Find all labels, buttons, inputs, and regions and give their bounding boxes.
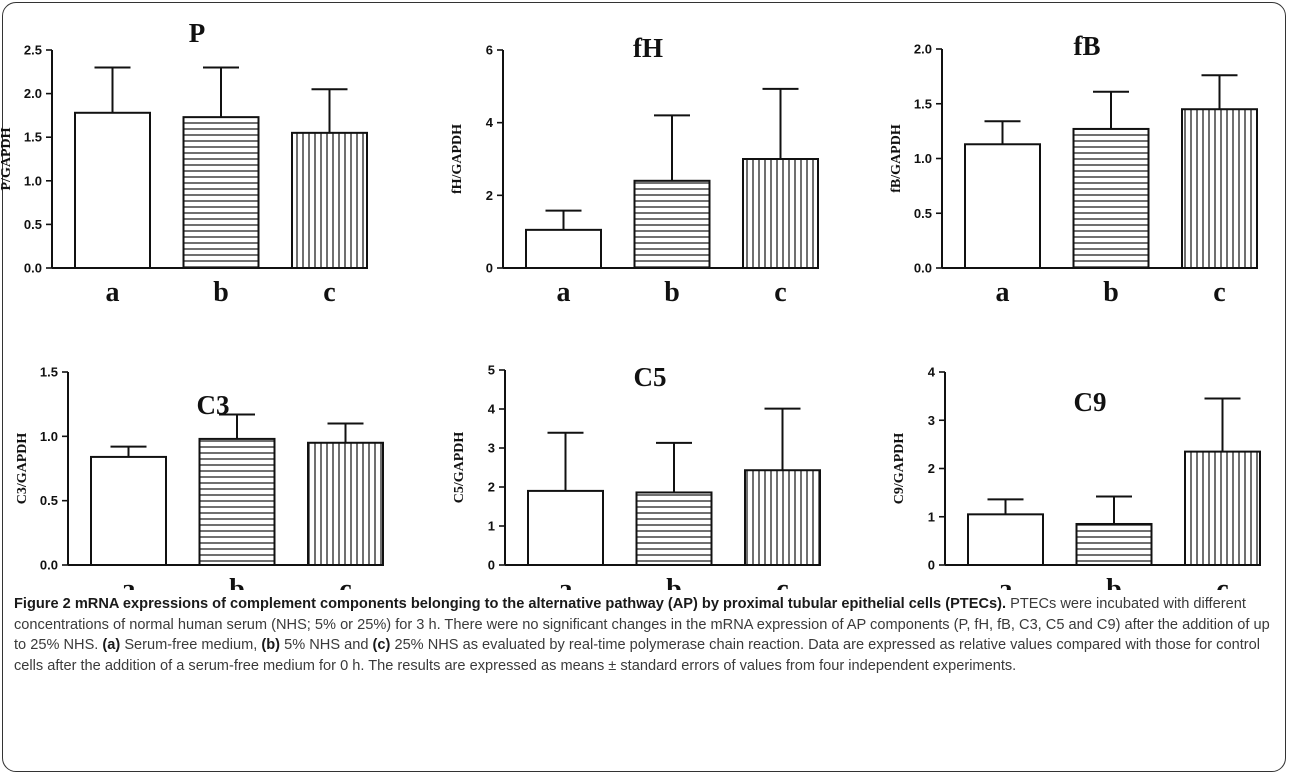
x-tick-label: a [559,574,573,590]
bar-c [744,469,821,567]
caption-label-c: (c) [372,637,391,653]
x-tick-label: c [323,277,335,308]
y-tick-label: 5 [488,363,495,378]
y-tick-label: 0.0 [914,261,932,276]
x-tick-label: a [996,277,1010,308]
y-tick-label: 4 [486,115,494,130]
chart-panel-c5: 0 1 2 3 4 5 C5/GAPDH C5 a b c [452,362,821,590]
y-axis-label: P/GAPDH [0,127,14,190]
x-tick-label: b [1106,574,1122,590]
bar-c [307,441,384,566]
x-tick-label: b [666,574,682,590]
y-tick-label: 1.5 [24,130,42,145]
y-tick-label: 2.0 [24,86,42,101]
bar-b [182,116,260,269]
y-tick-label: 6 [486,43,493,58]
bar-c [742,158,819,269]
caption-label-a: (a) [102,637,121,653]
caption-text-b: 5% NHS and [284,637,369,653]
y-tick-label: 0 [488,558,495,573]
chart-panel-c9: 0 1 2 3 4 C9/GAPDH C9 a b c [892,365,1261,590]
x-tick-label: a [106,277,120,308]
y-tick-label: 0.5 [24,217,42,232]
y-tick-label: 1.5 [914,96,932,111]
bar-b [198,437,276,567]
y-tick-label: 0.5 [914,206,932,221]
bar-b [635,491,713,566]
y-tick-label: 4 [488,402,496,417]
bar-b [633,179,711,269]
y-tick-label: 1.0 [914,151,932,166]
y-tick-label: 2.0 [914,42,932,57]
bar-c [291,131,368,269]
y-tick-label: 1.0 [40,429,58,444]
x-tick-label: c [339,574,351,590]
caption-text-1: PTECs were incubated with different conc… [14,596,1270,653]
chart-panel-p: 0.0 0.5 1.0 1.5 2.0 2.5 P/GAPDH Pa b c [0,18,368,308]
bar-a [527,489,604,566]
chart-title: C9 [1074,387,1107,417]
y-axis-label: C3/GAPDH [15,433,30,505]
y-tick-label: 0 [486,261,493,276]
chart-panel-c3: 0.0 0.5 1.0 1.5 C3/GAPDH C3 a b c [15,365,384,590]
y-tick-label: 3 [928,413,935,428]
caption-figure-label: Figure 2 [14,596,71,612]
x-tick-label: c [1213,277,1225,308]
x-tick-label: c [774,277,786,308]
x-tick-label: b [213,277,229,308]
caption-text-c: 25% NHS as evaluated by real-time polyme… [14,637,1260,674]
bar-a [525,228,602,270]
y-tick-label: 1 [928,509,935,524]
y-axis-label: fH/GAPDH [450,124,465,194]
x-tick-label: c [1216,574,1228,590]
bar-b [1075,522,1153,566]
bar-a [964,143,1041,269]
y-tick-label: 3 [488,441,495,456]
bar-a [74,111,151,269]
bar-a [90,455,167,567]
bar-c [1184,450,1261,566]
y-tick-label: 1.5 [40,365,58,380]
chart-title: fB [1074,31,1101,61]
y-axis-label: C9/GAPDH [892,433,907,505]
bar-c [1181,108,1258,269]
y-tick-label: 4 [928,365,936,380]
bar-b [1072,127,1150,269]
x-tick-label: a [999,574,1013,590]
x-tick-label: c [776,574,788,590]
x-tick-label: b [229,574,245,590]
y-tick-label: 2.5 [24,43,42,58]
y-tick-label: 0.0 [40,558,58,573]
y-tick-label: 1 [488,519,495,534]
x-tick-label: a [122,574,136,590]
chart-title: fH [633,33,663,63]
bar-a [967,513,1044,567]
x-tick-label: b [664,277,680,308]
y-tick-label: 0 [928,558,935,573]
figure-caption: Figure 2 mRNA expressions of complement … [14,594,1276,676]
y-tick-label: 2 [928,461,935,476]
y-tick-label: 0.0 [24,261,42,276]
y-tick-label: 1.0 [24,173,42,188]
chart-panel-fb: 0.0 0.5 1.0 1.5 2.0 fB/GAPDH fB a b c [889,31,1258,308]
y-tick-label: 2 [488,480,495,495]
chart-title: C5 [634,362,667,392]
chart-title: C3 [197,390,230,420]
y-axis-label: C5/GAPDH [452,432,467,504]
y-tick-label: 0.5 [40,493,58,508]
y-axis-label: fB/GAPDH [889,124,904,193]
chart-panel-fh: 0 2 4 6 fH/GAPDH fH a b c [450,33,819,308]
caption-label-b: (b) [261,637,281,653]
x-tick-label: b [1103,277,1119,308]
caption-heading: mRNA expressions of complement component… [74,596,1007,612]
figure-panels: 0.0 0.5 1.0 1.5 2.0 2.5 P/GAPDH Pa b c 0 2 4 6 fH/GAPD… [0,18,1261,590]
caption-text-a: Serum-free medium, [124,637,258,653]
chart-title: P [189,18,206,48]
y-tick-label: 2 [486,188,493,203]
x-tick-label: a [557,277,571,308]
